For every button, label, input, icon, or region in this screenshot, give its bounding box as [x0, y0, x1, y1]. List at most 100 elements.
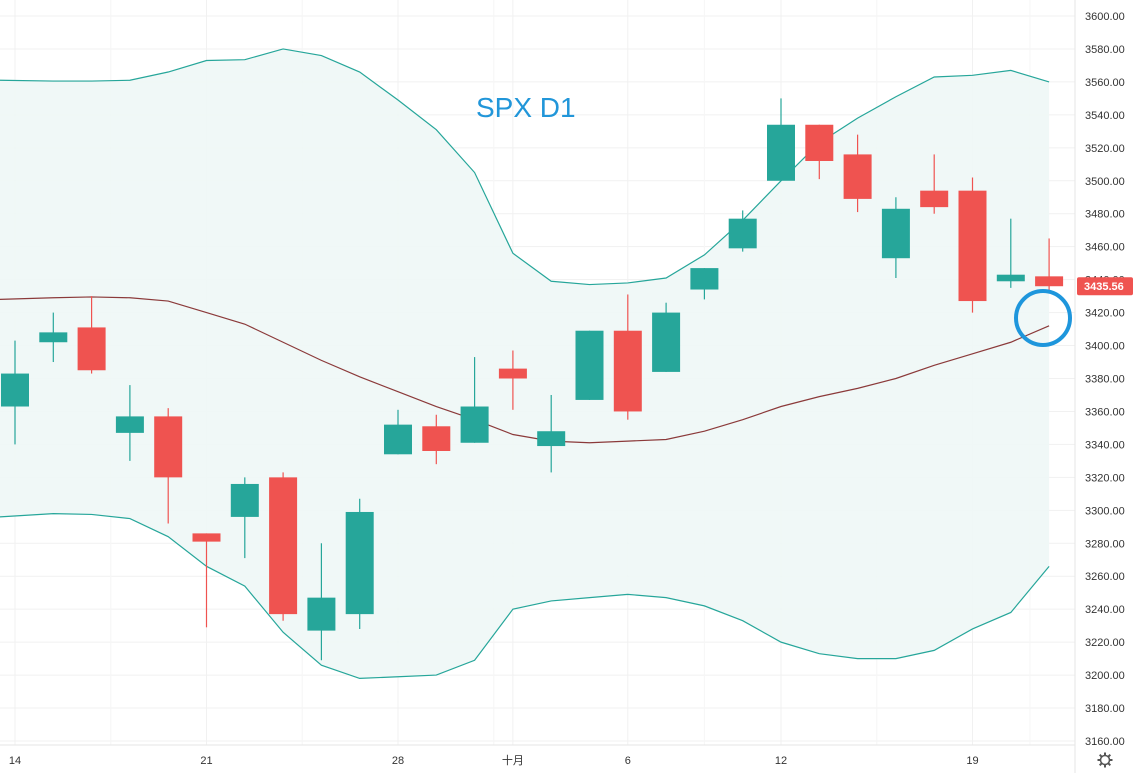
- y-tick-label: 3540.00: [1085, 110, 1125, 122]
- candle: [115, 385, 144, 461]
- candle-body: [307, 597, 336, 631]
- upper-band-line: [0, 48, 1050, 286]
- x-tick-label: 21: [200, 755, 212, 767]
- candle: [767, 98, 795, 181]
- candle-body: [996, 274, 1025, 282]
- y-tick-label: 3280.00: [1085, 538, 1125, 550]
- candle-body: [843, 154, 872, 199]
- candle-body: [115, 416, 144, 433]
- candle: [422, 414, 451, 465]
- y-tick-label: 3400.00: [1085, 341, 1125, 353]
- y-tick-label: 3420.00: [1085, 308, 1125, 320]
- lower-band-line: [0, 513, 1050, 679]
- highlight-circle: [1014, 289, 1072, 347]
- candle-body: [192, 533, 221, 542]
- candle: [307, 543, 336, 661]
- y-tick-label: 3500.00: [1085, 176, 1125, 188]
- y-tick-label: 3600.00: [1085, 11, 1125, 23]
- candle: [384, 409, 412, 455]
- candle-body: [230, 483, 259, 517]
- y-tick-label: 3560.00: [1085, 77, 1125, 89]
- candle: [77, 296, 106, 374]
- candle-body: [920, 190, 949, 208]
- candle: [154, 408, 183, 524]
- candle: [1, 340, 29, 445]
- x-tick-label: 十月: [502, 753, 524, 767]
- bollinger-band-fill: [0, 48, 1050, 679]
- middle-band-line: [0, 296, 1050, 444]
- candle-body: [881, 208, 910, 259]
- y-tick-label: 3180.00: [1085, 703, 1125, 715]
- x-tick-label: 19: [966, 755, 978, 767]
- y-tick-label: 3520.00: [1085, 143, 1125, 155]
- candle-body: [613, 330, 642, 412]
- x-tick-label: 28: [392, 755, 404, 767]
- candle-body: [575, 330, 604, 400]
- candle: [805, 124, 834, 180]
- candle-body: [652, 312, 681, 372]
- gear-hub: [1099, 754, 1111, 766]
- candle-body: [77, 327, 106, 371]
- candle-body: [805, 124, 834, 161]
- y-tick-label: 3460.00: [1085, 242, 1125, 254]
- candle: [881, 197, 910, 278]
- y-tick-label: 3340.00: [1085, 439, 1125, 451]
- x-tick-label: 12: [775, 755, 787, 767]
- candle: [690, 268, 719, 300]
- candle: [192, 533, 221, 628]
- y-tick-label: 3220.00: [1085, 637, 1125, 649]
- candle-body: [39, 332, 68, 343]
- gear-icon[interactable]: [1097, 752, 1113, 768]
- y-tick-label: 3260.00: [1085, 571, 1125, 583]
- candle: [230, 477, 259, 559]
- candles: [1, 98, 1064, 661]
- chart-title: SPX D1: [476, 92, 576, 123]
- candle-body: [958, 190, 987, 302]
- x-tick-label: 14: [9, 755, 21, 767]
- candle: [575, 330, 604, 400]
- y-tick-label: 3160.00: [1085, 736, 1125, 748]
- candle: [613, 294, 642, 420]
- candle-body: [269, 477, 298, 615]
- candle-body: [498, 368, 527, 379]
- candle: [498, 350, 527, 410]
- y-tick-label: 3320.00: [1085, 472, 1125, 484]
- candle-body: [384, 424, 412, 455]
- last-price-tag: 3435.56: [1077, 277, 1133, 296]
- y-tick-label: 3480.00: [1085, 209, 1125, 221]
- y-tick-label: 3580.00: [1085, 44, 1125, 56]
- candle: [39, 312, 68, 363]
- candle: [958, 177, 987, 313]
- candle: [728, 210, 757, 252]
- candle: [920, 154, 949, 214]
- candle: [269, 472, 298, 621]
- candle-body: [422, 426, 451, 451]
- x-tick-label: 6: [625, 755, 631, 767]
- last-price-tag-background: [1077, 277, 1133, 296]
- candle: [652, 302, 681, 372]
- candle: [996, 218, 1025, 288]
- bollinger-bands: [0, 48, 1050, 679]
- candle-body: [1, 373, 29, 407]
- y-tick-label: 3200.00: [1085, 670, 1125, 682]
- y-tick-label: 3300.00: [1085, 505, 1125, 517]
- candle: [537, 394, 566, 473]
- candle: [1035, 238, 1064, 293]
- candle: [843, 134, 872, 213]
- candle-body: [460, 406, 489, 443]
- candle-body: [690, 268, 719, 290]
- y-tick-label: 3240.00: [1085, 604, 1125, 616]
- candle-body: [728, 218, 757, 249]
- candle: [460, 357, 489, 443]
- x-axis: 14 21 28 十月 6 12 19: [0, 744, 1075, 767]
- candle: [345, 498, 374, 629]
- candle-body: [1035, 276, 1064, 287]
- candle-body: [154, 416, 183, 478]
- y-axis: 3600.00 3580.00 3560.00 3540.00 3520.00 3500.…: [1074, 0, 1125, 773]
- y-tick-label: 3360.00: [1085, 406, 1125, 418]
- y-tick-label: 3380.00: [1085, 374, 1125, 386]
- candle-body: [537, 431, 566, 447]
- last-price-label: 3435.56: [1084, 281, 1124, 293]
